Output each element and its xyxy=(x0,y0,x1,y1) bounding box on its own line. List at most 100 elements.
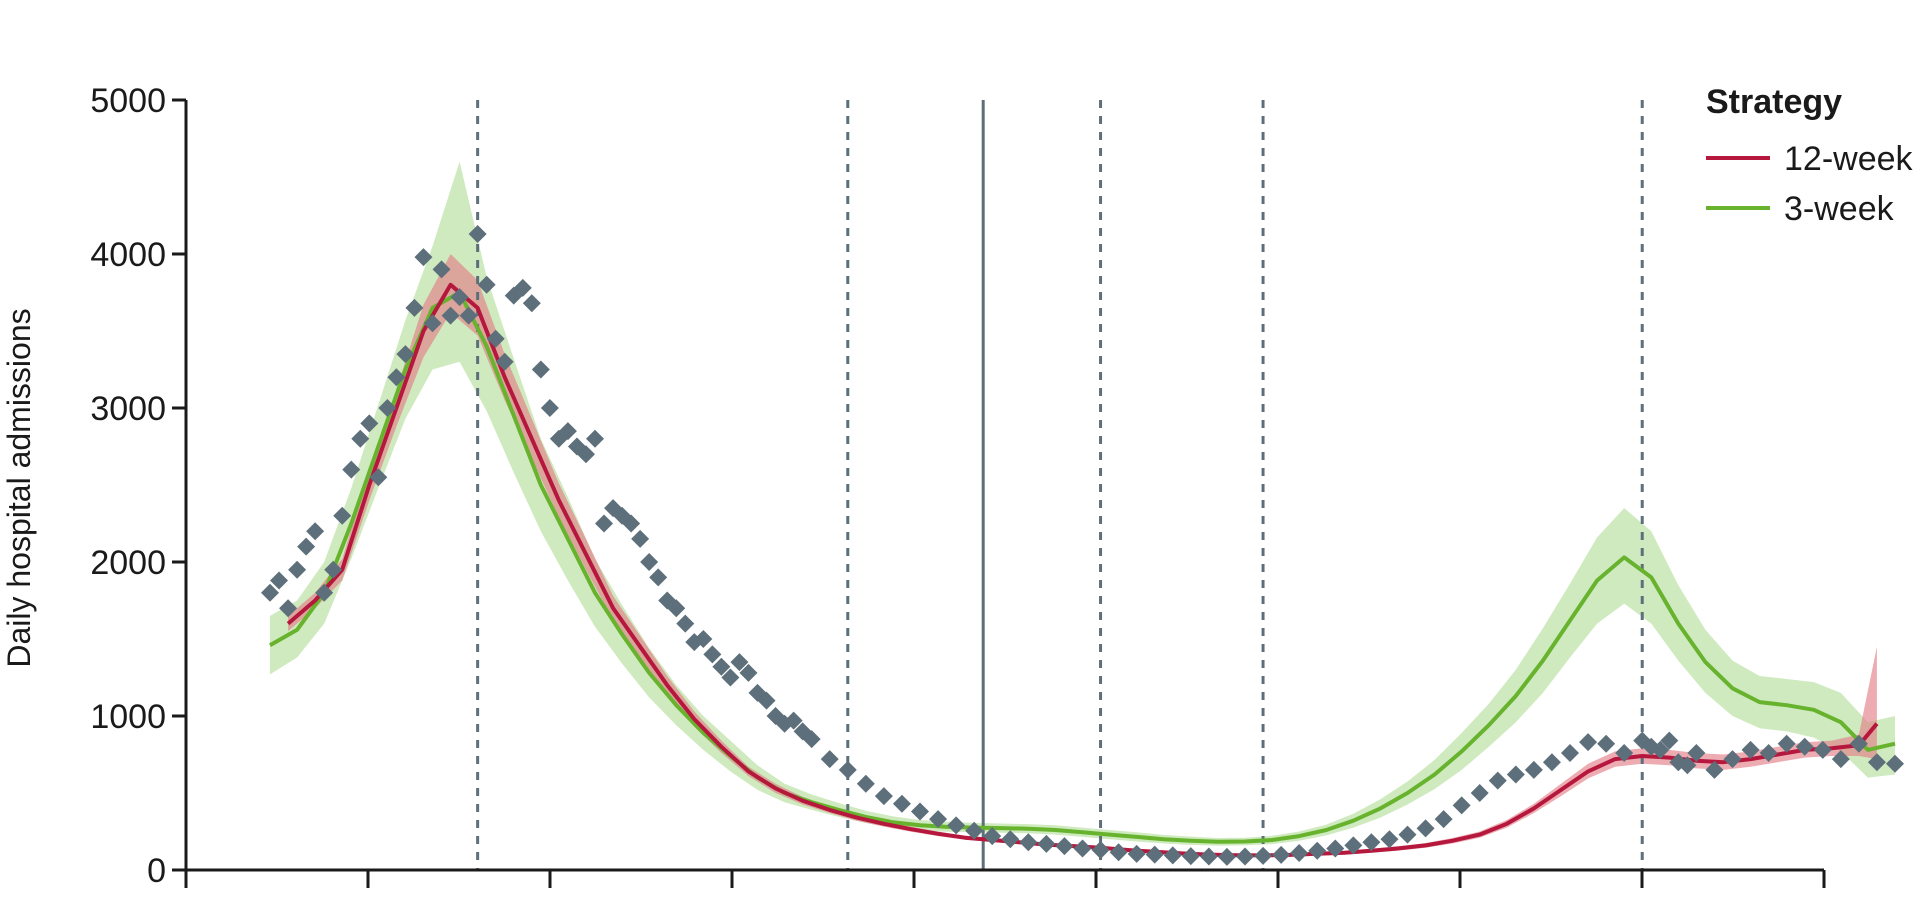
observed-point xyxy=(667,599,686,618)
observed-point xyxy=(342,460,361,479)
observed-point xyxy=(432,260,451,279)
observed-point xyxy=(1470,784,1489,802)
line-3-week xyxy=(269,290,1896,844)
observed-point xyxy=(1561,743,1579,762)
observed-point xyxy=(1705,760,1724,779)
observed-point xyxy=(1488,771,1507,790)
observed-point xyxy=(1452,796,1471,815)
observed-point xyxy=(1019,833,1038,852)
observed-point xyxy=(1181,847,1200,866)
observed-point xyxy=(1723,750,1742,769)
observed-point xyxy=(1777,734,1796,753)
observed-point xyxy=(694,630,713,648)
observed-point xyxy=(306,522,325,541)
observed-point xyxy=(1542,753,1561,772)
observed-point xyxy=(1678,756,1697,775)
observed-point xyxy=(1398,825,1417,844)
observed-point xyxy=(784,711,803,730)
observed-point xyxy=(1831,750,1850,769)
y-tick-label: 4000 xyxy=(90,236,166,274)
observed-points xyxy=(261,224,1904,866)
observed-point xyxy=(1380,830,1399,849)
observed-point xyxy=(1344,836,1363,855)
legend-label-12-week: 12-week xyxy=(1784,140,1914,178)
y-tick-label: 0 xyxy=(147,852,166,890)
observed-point xyxy=(947,816,966,835)
observed-point xyxy=(288,560,307,579)
observed-point xyxy=(757,691,776,710)
observed-point xyxy=(315,583,334,602)
y-tick-label: 2000 xyxy=(90,544,166,582)
observed-point xyxy=(1651,740,1670,759)
legend: Strategy 12-week 3-week xyxy=(1706,83,1914,228)
observed-point xyxy=(1308,841,1327,860)
observed-point xyxy=(351,429,370,448)
observed-point xyxy=(1597,734,1616,753)
observed-point xyxy=(1290,844,1309,863)
observed-point xyxy=(1615,743,1634,762)
observed-point xyxy=(1795,737,1814,756)
observed-point xyxy=(1524,760,1543,779)
observed-point xyxy=(1362,833,1381,852)
observed-point xyxy=(1741,740,1760,759)
observed-point xyxy=(477,275,496,294)
observed-point xyxy=(820,750,839,769)
y-tick-label: 5000 xyxy=(90,82,166,120)
observed-point xyxy=(459,306,478,325)
observed-point xyxy=(929,810,948,829)
observed-point xyxy=(676,614,695,633)
observed-point xyxy=(1254,846,1273,865)
observed-point xyxy=(1759,743,1778,762)
observed-point xyxy=(369,468,388,487)
observed-point xyxy=(468,224,487,243)
observed-point xyxy=(874,787,893,806)
y-tick-label: 1000 xyxy=(90,698,166,736)
observed-point xyxy=(576,445,595,464)
observed-point xyxy=(297,537,316,556)
observed-point xyxy=(703,645,722,664)
observed-point xyxy=(1001,830,1020,849)
observed-point xyxy=(387,368,406,387)
observed-point xyxy=(739,663,758,682)
observed-point xyxy=(649,568,668,587)
observed-point xyxy=(1506,765,1525,784)
observed-point xyxy=(1687,743,1706,762)
observed-point xyxy=(495,352,514,371)
observed-point xyxy=(360,414,379,433)
observed-point xyxy=(1217,847,1236,866)
observed-point xyxy=(640,553,659,571)
observed-point xyxy=(1127,844,1146,863)
observed-point xyxy=(965,821,984,840)
observed-point xyxy=(1073,839,1092,858)
observed-point xyxy=(486,329,505,348)
y-tick-label: 3000 xyxy=(90,390,166,428)
observed-point xyxy=(730,653,749,672)
observed-point xyxy=(1849,734,1868,753)
observed-point xyxy=(261,583,279,602)
observed-point xyxy=(631,529,650,548)
observed-point xyxy=(414,248,433,267)
observed-point xyxy=(1272,845,1291,864)
observed-point xyxy=(1660,731,1679,750)
observed-point xyxy=(838,760,857,779)
observed-point xyxy=(1886,754,1904,773)
observed-point xyxy=(712,657,731,676)
observed-point xyxy=(586,429,604,448)
observed-point xyxy=(892,794,911,813)
observed-point xyxy=(279,599,298,618)
y-axis-title: Daily hospital admissions xyxy=(1,308,37,667)
observed-point xyxy=(1055,837,1074,856)
observed-point xyxy=(405,298,424,317)
axes xyxy=(184,100,1824,872)
observed-point xyxy=(1091,840,1110,859)
legend-label-3-week: 3-week xyxy=(1784,190,1895,228)
observed-point xyxy=(721,668,740,687)
observed-point xyxy=(531,360,550,379)
observed-point xyxy=(1145,845,1164,864)
observed-point xyxy=(423,314,442,333)
observed-point xyxy=(1163,846,1182,865)
observed-point xyxy=(324,560,343,579)
observed-point xyxy=(513,278,532,297)
observed-point xyxy=(1867,753,1886,772)
